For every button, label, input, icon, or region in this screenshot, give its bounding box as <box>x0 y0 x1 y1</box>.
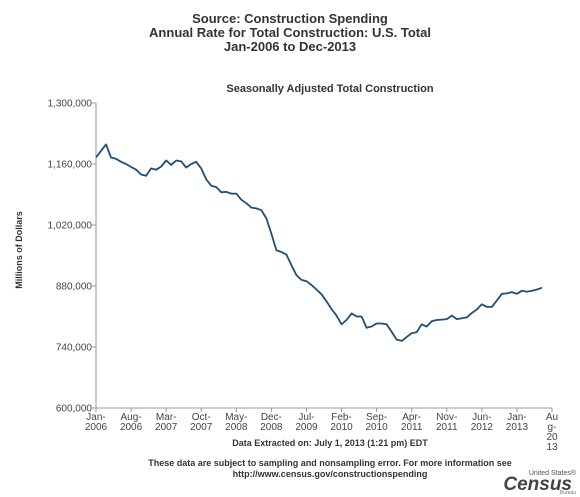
chart-axes <box>95 103 552 409</box>
chart-title: Seasonally Adjusted Total Construction <box>226 83 434 95</box>
x-tick-label: Sep-2010 <box>365 412 388 433</box>
y-tick-label: 600,000 <box>56 404 93 415</box>
sampling-error-note: These data are subject to sampling and n… <box>0 458 580 480</box>
x-tick-label: Jan-2013 <box>506 412 529 433</box>
census-bureau-logo: United States® Census Bureau <box>503 470 578 496</box>
x-tick-label: May-2008 <box>225 412 248 433</box>
logo-bureau: Bureau <box>559 490 576 496</box>
x-tick-label: Feb-2010 <box>330 412 353 433</box>
census-url-link[interactable]: http://www.census.gov/constructionspendi… <box>232 469 428 479</box>
series-line <box>95 143 543 342</box>
y-tick-label: 1,020,000 <box>48 221 93 232</box>
chart-header: Source: Construction Spending Annual Rat… <box>0 12 580 54</box>
x-tick-label: Jan-2006 <box>85 412 108 433</box>
y-tick-label: 1,300,000 <box>48 99 93 110</box>
header-subtitle: Annual Rate for Total Construction: U.S.… <box>149 25 431 40</box>
sampling-error-text: These data are subject to sampling and n… <box>148 458 512 468</box>
x-tick-label: Jun-2012 <box>471 412 494 433</box>
header-date-range: Jan-2006 to Dec-2013 <box>223 39 357 54</box>
y-tick-label: 880,000 <box>56 282 93 293</box>
y-tick-label: 740,000 <box>56 343 93 354</box>
chart-ticks: 1,300,000 1,160,000 1,020,000 880,000 740,00… <box>48 99 559 454</box>
x-tick-label: Au g-20 13 <box>546 412 558 453</box>
y-tick-label: 1,160,000 <box>48 160 93 171</box>
x-tick-label: Apr-2011 <box>401 412 423 433</box>
logo-census: Census <box>503 474 572 495</box>
header-title: Source: Construction Spending <box>192 11 388 26</box>
x-tick-label: Dec-2008 <box>260 412 283 433</box>
x-tick-label: Mar-2007 <box>155 412 178 433</box>
x-tick-label: Jul-2009 <box>295 412 318 433</box>
logo-united-states: United States® <box>528 470 576 477</box>
data-extracted-note: Data Extracted on: July 1, 2013 (1:21 pm… <box>232 438 428 448</box>
x-tick-label: Nov-2011 <box>436 412 458 433</box>
chart-series <box>95 143 543 342</box>
x-tick-label: Aug-2006 <box>120 412 143 433</box>
x-tick-label: Oct-2007 <box>190 412 213 433</box>
y-axis-label: Millions of Dollars <box>14 211 24 289</box>
